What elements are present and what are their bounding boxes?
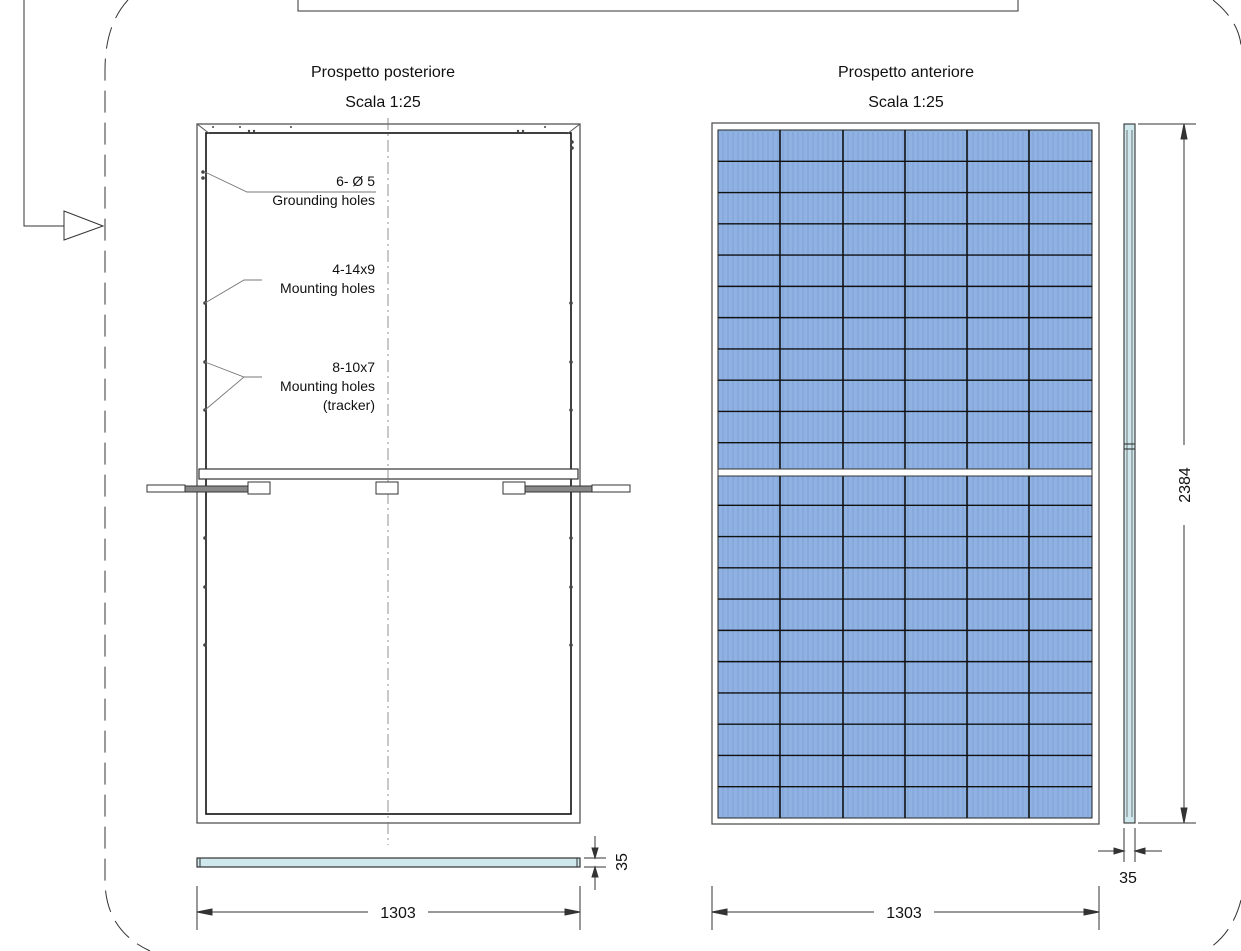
- hole-mark: [569, 585, 573, 589]
- hole-mark: [569, 536, 573, 540]
- hole-mark: [570, 146, 574, 150]
- front-side-profile: [1123, 123, 1136, 824]
- rear-view-scale: Scala 1:25: [345, 94, 421, 111]
- height-dimension: [1138, 123, 1196, 824]
- front-view-scale: Scala 1:25: [868, 94, 944, 111]
- mounting-holes-count: 4-14x9: [332, 261, 375, 277]
- hole-mark: [201, 170, 205, 174]
- front-center-gap: [717, 468, 1093, 477]
- rear-view-title: Prospetto posteriore: [311, 64, 455, 81]
- callout-grounding: 6- Ø 5 Grounding holes: [272, 173, 375, 208]
- front-thickness-dimension: [1098, 828, 1162, 862]
- hole-mark: [203, 585, 207, 589]
- callout-leaders: [204, 171, 376, 411]
- tracker-holes-label: Mounting holes: [280, 378, 375, 394]
- connector-arrow: [23, 0, 105, 241]
- grounding-holes-label: Grounding holes: [272, 192, 375, 208]
- tracker-holes-count: 8-10x7: [332, 359, 375, 375]
- height-label: 2384: [1177, 467, 1194, 503]
- front-width-dimension: [711, 886, 1100, 930]
- hole-mark: [569, 408, 573, 412]
- hole-mark: [203, 536, 207, 540]
- callout-mounting: 4-14x9 Mounting holes: [280, 261, 375, 296]
- rear-thickness-dimension: [584, 836, 606, 890]
- rear-width-dimension: [196, 886, 581, 930]
- hole-mark: [201, 176, 205, 180]
- drawing-border: [104, 0, 1241, 951]
- cable-assembly: [146, 481, 631, 495]
- front-thickness-label: 35: [1119, 870, 1137, 887]
- mounting-holes: [201, 140, 574, 647]
- top-edge-marks: [212, 126, 546, 133]
- rear-width-label: 1303: [380, 905, 416, 922]
- hole-mark: [569, 360, 573, 364]
- rear-panel: [196, 118, 581, 845]
- callout-tracker: 8-10x7 Mounting holes (tracker): [280, 359, 375, 413]
- hole-mark: [569, 301, 573, 305]
- hole-mark: [203, 643, 207, 647]
- front-view-title: Prospetto anteriore: [838, 64, 974, 81]
- hole-mark: [570, 140, 574, 144]
- mounting-holes-label: Mounting holes: [280, 280, 375, 296]
- front-width-label: 1303: [886, 905, 922, 922]
- hole-mark: [569, 643, 573, 647]
- rear-thickness-label: 35: [614, 853, 631, 871]
- rear-side-profile: [196, 857, 581, 868]
- title-block: [297, 0, 1019, 12]
- grounding-holes-count: 6- Ø 5: [336, 173, 375, 189]
- tracker-holes-note: (tracker): [323, 397, 375, 413]
